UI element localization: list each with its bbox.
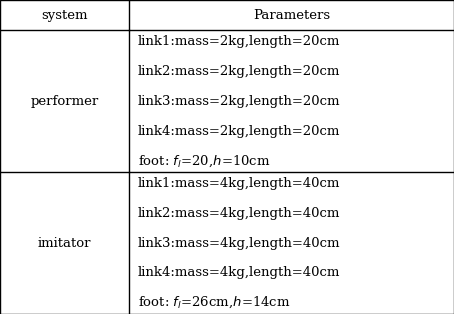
Text: link2:mass=2kg,length=20cm: link2:mass=2kg,length=20cm [138,65,340,78]
Text: link3:mass=4kg,length=40cm: link3:mass=4kg,length=40cm [138,237,340,250]
Text: link2:mass=4kg,length=40cm: link2:mass=4kg,length=40cm [138,207,340,220]
Text: performer: performer [30,95,99,108]
Text: foot: $f_l$=26cm,$h$=14cm: foot: $f_l$=26cm,$h$=14cm [138,295,290,311]
Text: link1:mass=4kg,length=40cm: link1:mass=4kg,length=40cm [138,177,340,190]
Text: Parameters: Parameters [253,9,330,22]
Text: link4:mass=2kg,length=20cm: link4:mass=2kg,length=20cm [138,125,340,138]
Text: system: system [41,9,88,22]
Text: link1:mass=2kg,length=20cm: link1:mass=2kg,length=20cm [138,35,340,48]
Text: imitator: imitator [38,237,91,250]
Text: link4:mass=4kg,length=40cm: link4:mass=4kg,length=40cm [138,266,340,279]
Text: foot: $f_l$=20,$h$=10cm: foot: $f_l$=20,$h$=10cm [138,153,270,169]
Text: link3:mass=2kg,length=20cm: link3:mass=2kg,length=20cm [138,95,340,108]
